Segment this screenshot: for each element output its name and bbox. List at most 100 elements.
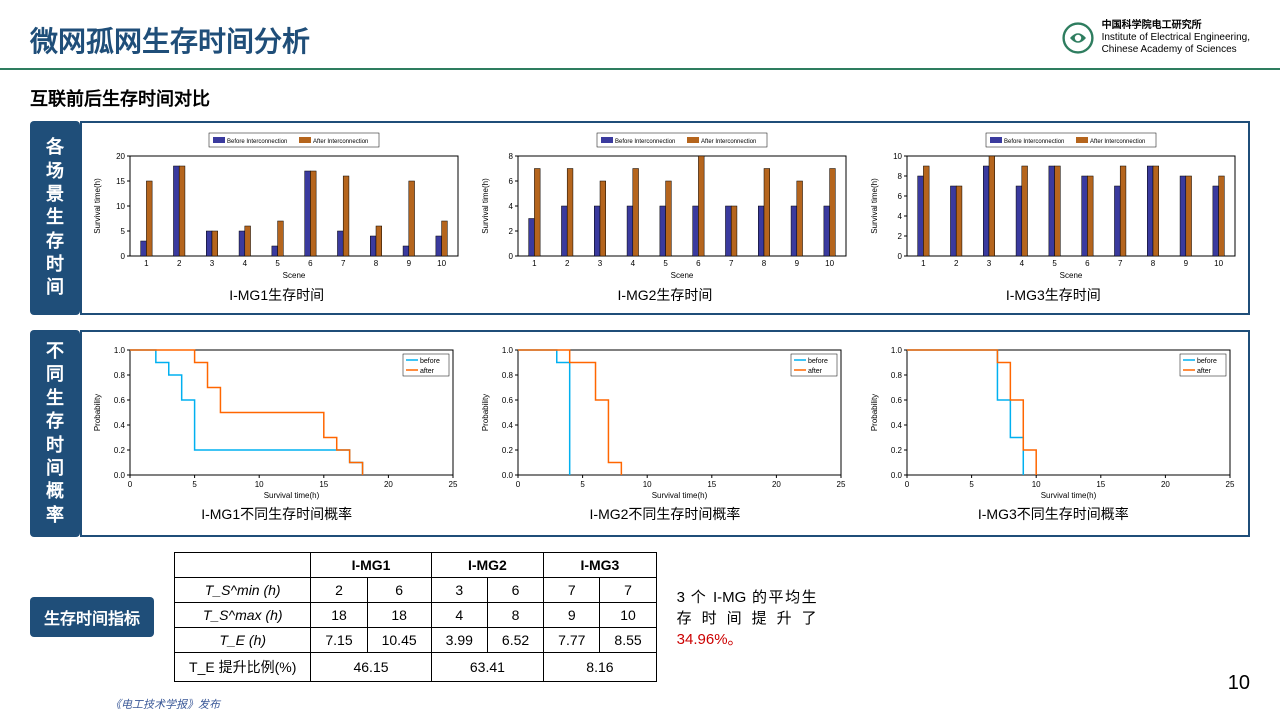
svg-text:8: 8 [509,152,514,161]
svg-text:20: 20 [384,480,393,489]
svg-text:5: 5 [581,480,586,489]
svg-text:8: 8 [897,172,902,181]
svg-text:Before Interconnection: Before Interconnection [615,139,675,145]
svg-text:4: 4 [897,212,902,221]
svg-text:2: 2 [509,227,514,236]
summary-text: 3 个 I-MG 的平均生存时间提升了34.96%。 [677,586,817,649]
org-en1: Institute of Electrical Engineering, [1102,32,1250,44]
svg-text:2: 2 [177,259,182,268]
svg-text:15: 15 [319,480,328,489]
svg-text:5: 5 [192,480,197,489]
bar-charts-container: 0510152012345678910SceneSurvival time(h)… [80,121,1250,315]
svg-text:3: 3 [986,259,991,268]
svg-text:0.4: 0.4 [502,421,514,430]
svg-text:0: 0 [121,252,126,261]
svg-text:after: after [808,368,823,375]
svg-text:6: 6 [509,177,514,186]
svg-text:10: 10 [1214,259,1223,268]
svg-text:Before Interconnection: Before Interconnection [227,139,287,145]
bar-title-mg1: I-MG1生存时间 [229,285,324,305]
prob-charts-container: 0.0 0.2 0.4 0.6 0.8 1.0 0 5 10 15 20 25 Survival tim… [80,330,1250,537]
svg-text:10: 10 [1031,480,1040,489]
svg-text:Survival time(h): Survival time(h) [870,178,879,234]
svg-text:10: 10 [116,202,125,211]
row1-label: 各场景生存时间 [30,121,80,315]
svg-text:9: 9 [407,259,412,268]
svg-text:1: 1 [921,259,926,268]
svg-text:0.0: 0.0 [114,471,126,480]
org-block: 中国科学院电工研究所 Institute of Electrical Engin… [1062,20,1250,56]
svg-text:15: 15 [116,177,125,186]
svg-text:0.6: 0.6 [891,396,903,405]
org-en2: Chinese Academy of Sciences [1102,44,1250,56]
svg-text:6: 6 [697,259,702,268]
svg-text:7: 7 [729,259,734,268]
svg-text:4: 4 [509,202,514,211]
svg-text:1.0: 1.0 [502,346,514,355]
svg-text:before: before [808,358,828,365]
prob-title-mg1: I-MG1不同生存时间概率 [201,504,352,524]
svg-text:3: 3 [598,259,603,268]
svg-text:15: 15 [708,480,717,489]
prob-title-mg3: I-MG3不同生存时间概率 [978,504,1129,524]
svg-text:Before Interconnection: Before Interconnection [1004,139,1064,145]
org-cn: 中国科学院电工研究所 [1102,20,1250,32]
svg-text:0.2: 0.2 [891,446,903,455]
svg-text:20: 20 [772,480,781,489]
svg-text:1: 1 [144,259,149,268]
row2-label: 不同生存时间概率 [30,330,80,537]
svg-text:before: before [1197,358,1217,365]
svg-text:10: 10 [893,152,902,161]
svg-text:Survival time(h): Survival time(h) [93,178,102,234]
prob-chart-mg3: 0.00.20.40.60.81.00510152025Survival tim… [867,340,1240,500]
svg-text:9: 9 [1183,259,1188,268]
svg-text:Probability: Probability [870,394,879,431]
svg-text:2: 2 [565,259,570,268]
svg-text:7: 7 [1118,259,1123,268]
svg-text:0.4: 0.4 [114,421,126,430]
svg-text:0.6: 0.6 [114,396,126,405]
svg-text:2: 2 [954,259,959,268]
svg-text:5: 5 [969,480,974,489]
svg-text:25: 25 [1225,480,1234,489]
svg-text:10: 10 [437,259,446,268]
svg-text:1.0: 1.0 [891,346,903,355]
svg-text:Scene: Scene [671,271,694,280]
footer-text: 《电工技术学报》发布 [110,696,220,712]
svg-text:8: 8 [374,259,379,268]
subtitle: 互联前后生存时间对比 [0,85,1280,121]
svg-text:0.0: 0.0 [891,471,903,480]
svg-text:0.8: 0.8 [891,371,903,380]
svg-text:25: 25 [837,480,846,489]
svg-text:After Interconnection: After Interconnection [701,139,756,145]
svg-text:after: after [1197,368,1212,375]
svg-text:0.8: 0.8 [502,371,514,380]
svg-text:0.6: 0.6 [502,396,514,405]
svg-text:After Interconnection: After Interconnection [1090,139,1145,145]
svg-text:6: 6 [897,192,902,201]
svg-text:0.2: 0.2 [502,446,514,455]
svg-text:Scene: Scene [1059,271,1082,280]
svg-text:1: 1 [533,259,538,268]
svg-text:25: 25 [449,480,458,489]
page-title: 微网孤网生存时间分析 [30,20,1062,60]
table-label: 生存时间指标 [30,597,154,637]
svg-text:after: after [420,368,435,375]
svg-text:8: 8 [762,259,767,268]
svg-text:0: 0 [897,252,902,261]
svg-text:4: 4 [1019,259,1024,268]
svg-text:5: 5 [1052,259,1057,268]
svg-text:Scene: Scene [283,271,306,280]
bar-title-mg3: I-MG3生存时间 [1006,285,1101,305]
bar-title-mg2: I-MG2生存时间 [618,285,713,305]
svg-text:6: 6 [1085,259,1090,268]
svg-text:Probability: Probability [481,394,490,431]
svg-text:0: 0 [516,480,521,489]
svg-text:Survival time(h): Survival time(h) [1040,491,1096,500]
svg-text:0: 0 [128,480,133,489]
page-number: 10 [1228,672,1250,695]
svg-text:20: 20 [1161,480,1170,489]
prob-chart-mg1: 0.00.20.40.60.81.00510152025Survival tim… [90,340,463,500]
svg-text:0.0: 0.0 [502,471,514,480]
prob-title-mg2: I-MG2不同生存时间概率 [590,504,741,524]
